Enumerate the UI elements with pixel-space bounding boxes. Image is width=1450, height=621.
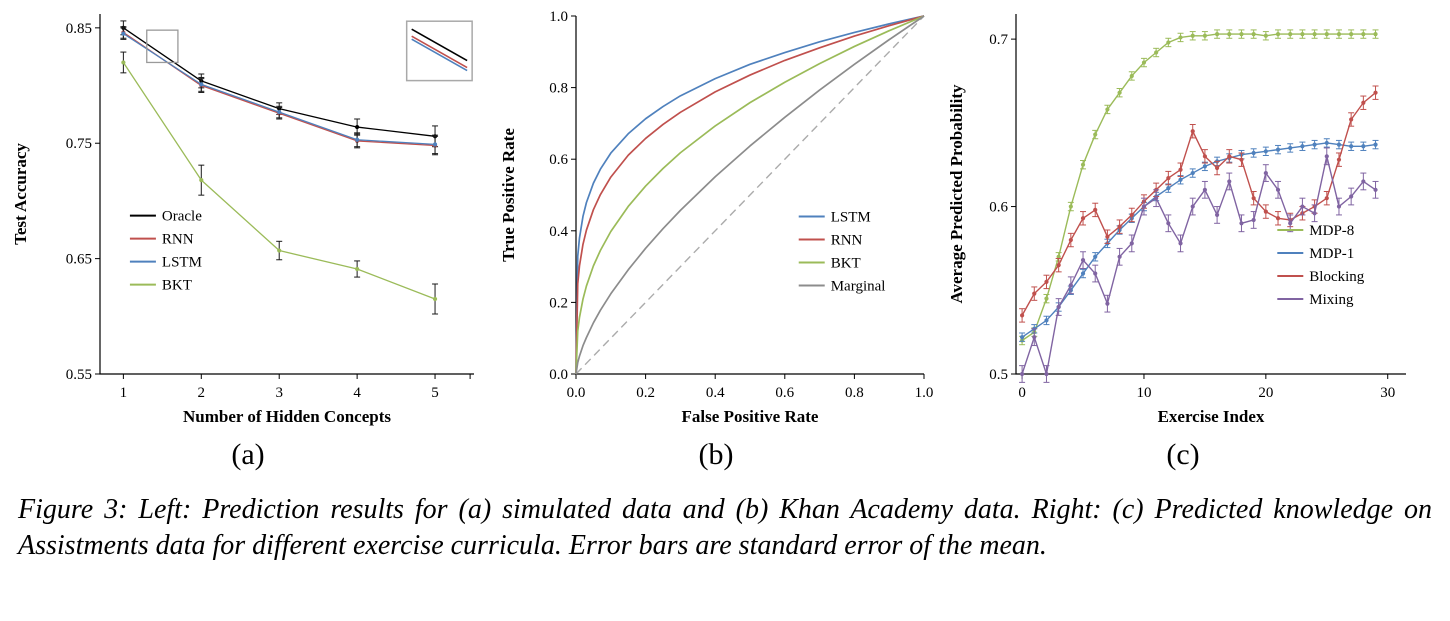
svg-text:RNN: RNN [831, 232, 863, 248]
svg-text:5: 5 [431, 385, 439, 401]
svg-text:0.6: 0.6 [775, 385, 794, 401]
svg-text:2: 2 [198, 385, 206, 401]
chart-b-roc-curves: 0.0 0.2 0.4 0.6 0.8 1.0 0.0 0.2 0.4 0.6 0.8 1.0 Fals… [499, 9, 934, 426]
figure-3: 1 2 3 4 5 0.55 0.65 0.75 0.85 Number of Hidden Co… [8, 4, 1442, 562]
svg-text:MDP-8: MDP-8 [1309, 223, 1354, 239]
svg-text:Marginal: Marginal [831, 278, 886, 294]
svg-text:LSTM: LSTM [831, 209, 871, 225]
svg-text:Number of Hidden Concepts: Number of Hidden Concepts [183, 407, 391, 426]
svg-text:BKT: BKT [831, 255, 861, 271]
svg-text:False Positive Rate: False Positive Rate [682, 407, 819, 426]
svg-text:Mixing: Mixing [1309, 292, 1354, 308]
svg-text:0.6: 0.6 [989, 200, 1008, 216]
svg-text:30: 30 [1380, 385, 1395, 401]
svg-text:0.8: 0.8 [549, 81, 568, 97]
chart-a-test-accuracy: 1 2 3 4 5 0.55 0.65 0.75 0.85 Number of Hidden Co… [11, 14, 474, 426]
svg-text:10: 10 [1136, 385, 1151, 401]
chart-column-c: 0 10 20 30 0.5 0.6 0.7 Exercise Index Average Pr… [944, 4, 1422, 472]
svg-text:0.4: 0.4 [706, 385, 725, 401]
subplot-label-c: (c) [1166, 438, 1200, 471]
svg-text:0.8: 0.8 [845, 385, 864, 401]
svg-text:0.85: 0.85 [66, 21, 92, 37]
svg-text:0.4: 0.4 [549, 224, 568, 240]
svg-text:0.7: 0.7 [989, 32, 1008, 48]
svg-text:0.55: 0.55 [66, 367, 92, 383]
svg-text:20: 20 [1258, 385, 1273, 401]
svg-text:0.75: 0.75 [66, 136, 92, 152]
svg-text:0.5: 0.5 [989, 367, 1008, 383]
svg-text:Exercise Index: Exercise Index [1158, 407, 1265, 426]
chart-column-b: 0.0 0.2 0.4 0.6 0.8 1.0 0.0 0.2 0.4 0.6 0.8 1.0 Fals… [496, 4, 936, 472]
svg-text:BKT: BKT [162, 278, 192, 294]
figure-caption: Figure 3: Left: Prediction results for (… [18, 494, 1432, 562]
svg-text:Test Accuracy: Test Accuracy [11, 143, 30, 245]
svg-text:0.0: 0.0 [549, 367, 568, 383]
svg-text:0.2: 0.2 [549, 295, 568, 311]
chart-column-a: 1 2 3 4 5 0.55 0.65 0.75 0.85 Number of Hidden Co… [8, 4, 488, 472]
svg-text:LSTM: LSTM [162, 255, 202, 271]
svg-text:True Positive Rate: True Positive Rate [499, 128, 518, 262]
svg-text:Blocking: Blocking [1309, 269, 1364, 285]
svg-text:MDP-1: MDP-1 [1309, 246, 1354, 262]
charts-row: 1 2 3 4 5 0.55 0.65 0.75 0.85 Number of Hidden Co… [8, 4, 1442, 472]
svg-text:0.65: 0.65 [66, 252, 92, 268]
svg-text:3: 3 [275, 385, 283, 401]
subplot-label-b: (b) [698, 438, 734, 471]
svg-text:1.0: 1.0 [549, 9, 568, 25]
subplot-label-a: (a) [231, 438, 265, 471]
svg-text:0.0: 0.0 [567, 385, 586, 401]
svg-text:Oracle: Oracle [162, 209, 202, 225]
chart-c-predicted-probability: 0 10 20 30 0.5 0.6 0.7 Exercise Index Average Pr… [947, 14, 1406, 426]
svg-text:0.2: 0.2 [636, 385, 655, 401]
svg-text:4: 4 [353, 385, 361, 401]
svg-text:0.6: 0.6 [549, 152, 568, 168]
svg-text:1: 1 [120, 385, 128, 401]
svg-text:Average Predicted Probability: Average Predicted Probability [947, 84, 966, 304]
svg-text:1.0: 1.0 [915, 385, 934, 401]
svg-text:RNN: RNN [162, 232, 194, 248]
svg-text:0: 0 [1018, 385, 1026, 401]
